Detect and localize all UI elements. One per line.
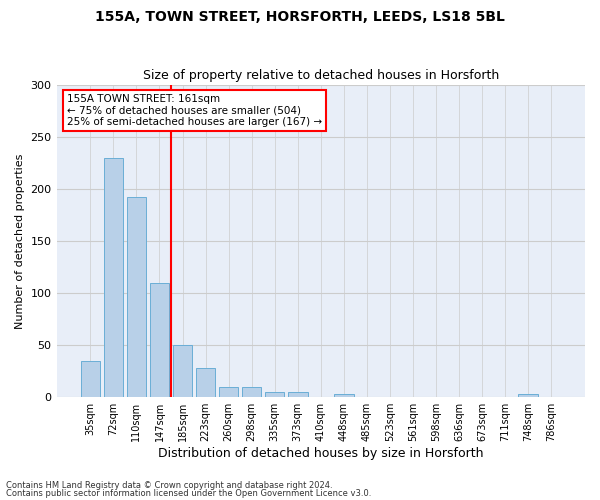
X-axis label: Distribution of detached houses by size in Horsforth: Distribution of detached houses by size …	[158, 447, 484, 460]
Text: Contains public sector information licensed under the Open Government Licence v3: Contains public sector information licen…	[6, 488, 371, 498]
Bar	[173, 345, 193, 397]
Text: Contains HM Land Registry data © Crown copyright and database right 2024.: Contains HM Land Registry data © Crown c…	[6, 481, 332, 490]
Text: 155A, TOWN STREET, HORSFORTH, LEEDS, LS18 5BL: 155A, TOWN STREET, HORSFORTH, LEEDS, LS1…	[95, 10, 505, 24]
Bar	[149, 282, 169, 397]
Bar	[127, 197, 146, 397]
Bar	[265, 392, 284, 397]
Bar	[288, 392, 308, 397]
Y-axis label: Number of detached properties: Number of detached properties	[15, 153, 25, 328]
Bar	[80, 360, 100, 397]
Text: 155A TOWN STREET: 161sqm
← 75% of detached houses are smaller (504)
25% of semi-: 155A TOWN STREET: 161sqm ← 75% of detach…	[67, 94, 322, 127]
Bar	[196, 368, 215, 397]
Title: Size of property relative to detached houses in Horsforth: Size of property relative to detached ho…	[143, 69, 499, 82]
Bar	[334, 394, 353, 397]
Bar	[219, 387, 238, 397]
Bar	[242, 387, 262, 397]
Bar	[518, 394, 538, 397]
Bar	[104, 158, 123, 397]
